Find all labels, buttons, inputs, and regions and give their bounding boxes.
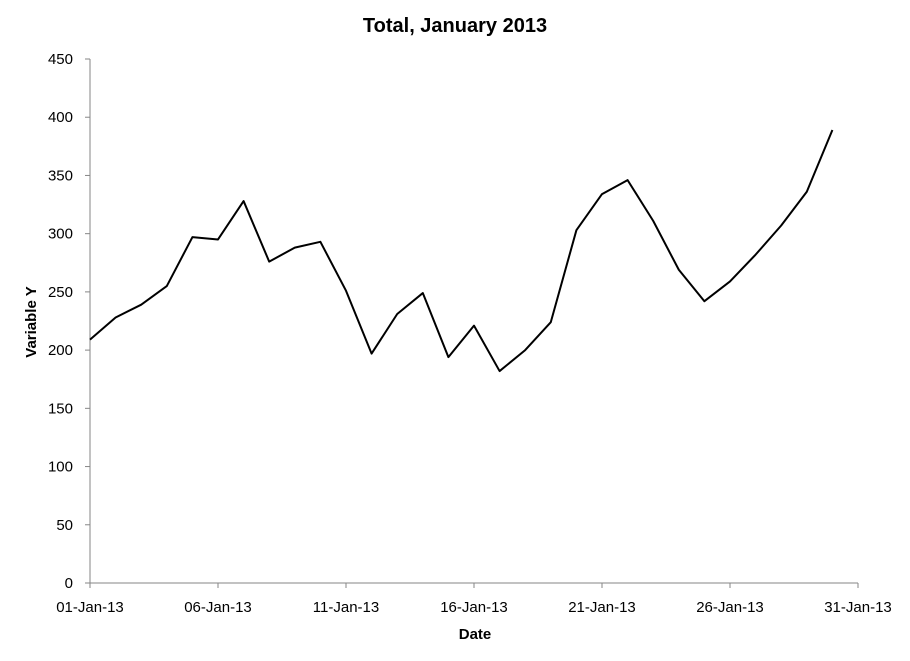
data-points xyxy=(90,130,833,371)
y-tick-label: 300 xyxy=(48,226,73,243)
x-tick-label: 01-Jan-13 xyxy=(56,599,124,616)
x-tick-label: 06-Jan-13 xyxy=(184,599,252,616)
x-tick-label: 16-Jan-13 xyxy=(440,599,508,616)
y-axis: 0 50 100 150 200 250 300 350 400 450 xyxy=(48,51,90,592)
y-tick-label: 400 xyxy=(48,109,73,126)
chart-title: Total, January 2013 xyxy=(363,15,547,37)
y-tick-label: 250 xyxy=(48,284,73,301)
x-tick-label: 26-Jan-13 xyxy=(696,599,764,616)
y-tick-label: 100 xyxy=(48,459,73,476)
series-line xyxy=(89,129,834,373)
y-tick-label: 200 xyxy=(48,342,73,359)
y-tick-label: 350 xyxy=(48,167,73,184)
y-tick-label: 150 xyxy=(48,400,73,417)
y-tick-label: 0 xyxy=(65,575,73,592)
x-tick-label: 31-Jan-13 xyxy=(824,599,892,616)
x-tick-label: 11-Jan-13 xyxy=(313,599,379,616)
y-tick-label: 450 xyxy=(48,51,73,68)
x-axis: 01-Jan-13 06-Jan-13 11-Jan-13 16-Jan-13 21-J… xyxy=(56,583,892,616)
y-tick-label: 50 xyxy=(56,517,73,534)
y-axis-title: Variable Y xyxy=(23,286,40,357)
x-tick-label: 21-Jan-13 xyxy=(568,599,636,616)
x-axis-title: Date xyxy=(459,626,492,643)
